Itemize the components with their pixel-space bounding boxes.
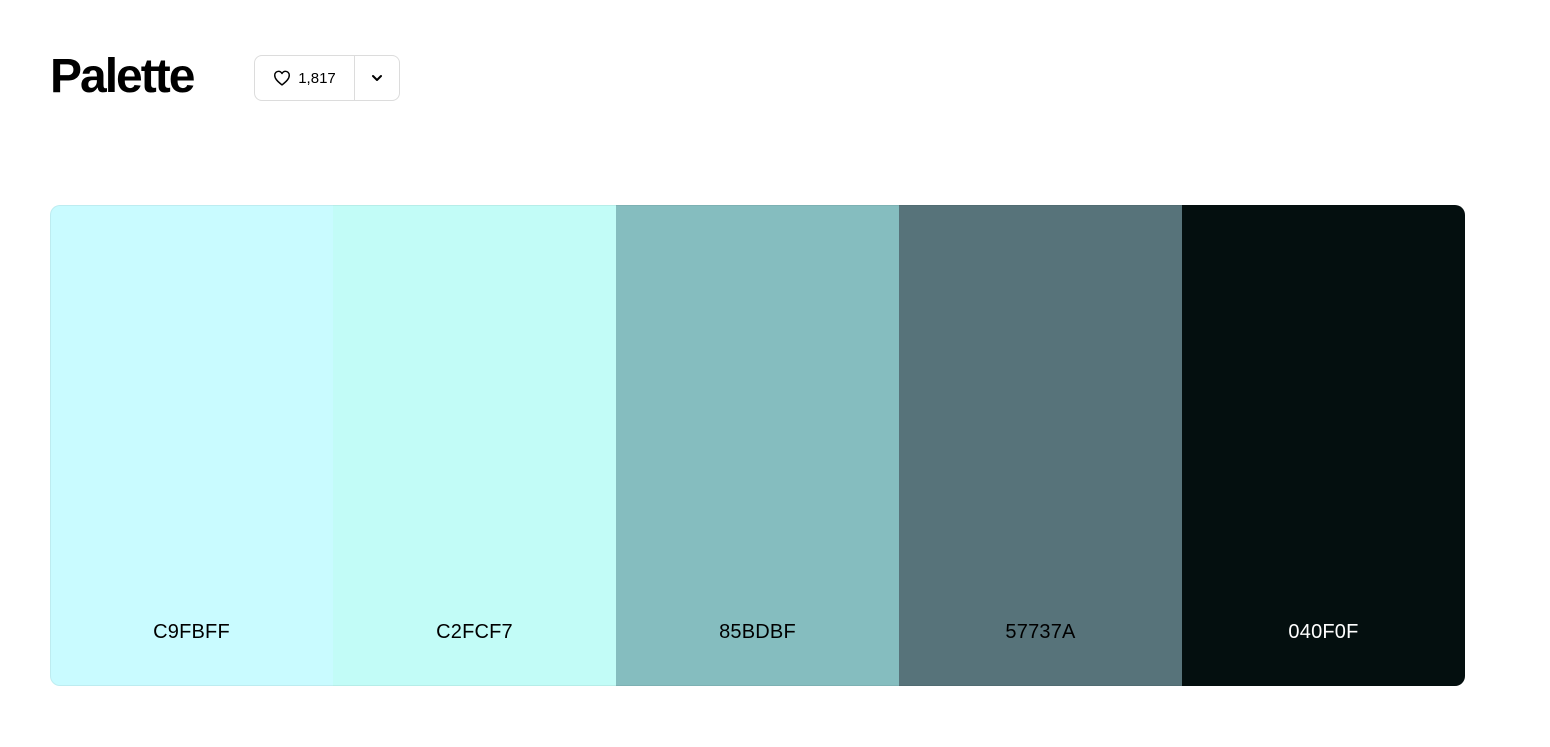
- like-count: 1,817: [298, 69, 336, 87]
- color-swatch-5[interactable]: 040F0F: [1182, 205, 1465, 686]
- palette-swatches: C9FBFF C2FCF7 85BDBF 57737A 040F0F: [50, 205, 1465, 686]
- swatch-hex-code[interactable]: 040F0F: [1288, 621, 1359, 643]
- swatch-hex-code[interactable]: 85BDBF: [719, 621, 796, 643]
- more-options-button[interactable]: [355, 56, 399, 100]
- like-button[interactable]: 1,817: [255, 56, 355, 100]
- color-swatch-4[interactable]: 57737A: [899, 205, 1182, 686]
- page-title: Palette: [50, 50, 195, 103]
- header: Palette: [50, 50, 195, 103]
- color-swatch-2[interactable]: C2FCF7: [333, 205, 616, 686]
- color-swatch-1[interactable]: C9FBFF: [50, 205, 333, 686]
- swatch-hex-code[interactable]: C9FBFF: [153, 621, 230, 643]
- palette-actions: 1,817: [254, 55, 400, 101]
- heart-icon: [273, 70, 291, 86]
- color-swatch-3[interactable]: 85BDBF: [616, 205, 899, 686]
- chevron-down-icon: [370, 71, 384, 85]
- swatch-hex-code[interactable]: C2FCF7: [436, 621, 513, 643]
- swatch-hex-code[interactable]: 57737A: [1005, 621, 1076, 643]
